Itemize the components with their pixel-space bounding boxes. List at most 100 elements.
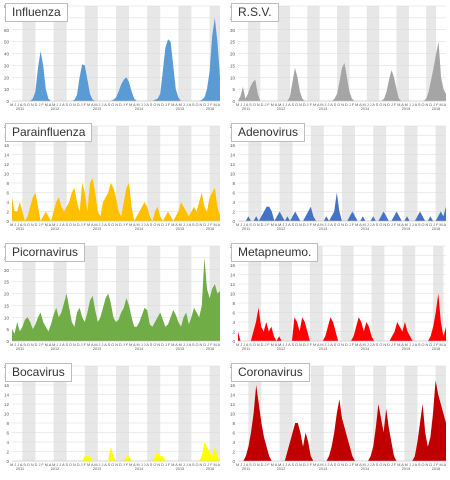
y-tick-label: 60: [4, 28, 10, 33]
x-year-label: 2012: [277, 107, 285, 111]
x-year-label: 2011: [242, 227, 250, 231]
y-tick-label: 20: [4, 292, 10, 297]
x-year-label: 2011: [16, 107, 24, 111]
x-year-label: 2014: [361, 227, 369, 231]
series-area: [12, 257, 220, 341]
y-tick-label: 25: [4, 280, 10, 285]
series-area: [238, 41, 446, 101]
x-year-label: 2014: [135, 347, 143, 351]
x-year-label: 2013: [319, 227, 327, 231]
y-tick-label: 16: [230, 263, 236, 268]
y-tick-label: 14: [230, 273, 236, 278]
x-year-label: 2015: [176, 467, 184, 471]
x-year-label: 2012: [277, 227, 285, 231]
y-tick-label: 12: [4, 162, 10, 167]
y-tick-label: 0: [6, 99, 9, 104]
y-tick-label: 6: [232, 431, 235, 436]
x-year-label: 2011: [16, 227, 24, 231]
x-year-label: 2012: [51, 467, 59, 471]
y-tick-label: 25: [230, 40, 236, 45]
y-tick-label: 12: [4, 402, 10, 407]
y-tick-label: 4: [6, 200, 9, 205]
chart-title-parainfluenza: Parainfluenza: [5, 123, 93, 142]
y-tick-label: 6: [6, 431, 9, 436]
x-month-labels: M J J A S O N D J F M A M J J A S O N D …: [10, 103, 221, 107]
x-year-label: 2011: [16, 347, 24, 351]
y-tick-label: 16: [4, 143, 10, 148]
chart-rsv: 0510152025303540M J J A S O N D J F M A …: [230, 4, 447, 111]
x-year-label: 2015: [402, 227, 410, 231]
x-year-label: 2016: [206, 347, 214, 351]
panel-bocavirus: 02468101214161820M J J A S O N D J F M A…: [0, 360, 224, 480]
x-year-label: 2011: [242, 467, 250, 471]
series-area: [238, 380, 446, 461]
x-year-label: 2016: [432, 467, 440, 471]
x-year-label: 2012: [51, 107, 59, 111]
x-year-label: 2013: [319, 107, 327, 111]
y-tick-label: 0: [232, 459, 235, 464]
x-year-label: 2015: [176, 227, 184, 231]
x-year-label: 2011: [16, 467, 24, 471]
y-tick-label: 10: [230, 75, 236, 80]
y-tick-label: 30: [4, 63, 10, 68]
chart-title-influenza: Influenza: [5, 3, 68, 22]
x-month-labels: M J J A S O N D J F M A M J J A S O N D …: [236, 463, 447, 467]
x-year-label: 2014: [361, 467, 369, 471]
chart-title-picornavirus: Picornavirus: [5, 243, 86, 262]
y-tick-label: 2: [232, 450, 235, 455]
y-tick-label: 2: [6, 450, 9, 455]
y-tick-label: 0: [6, 339, 9, 344]
x-year-label: 2015: [402, 347, 410, 351]
y-tick-label: 14: [4, 153, 10, 158]
y-tick-label: 10: [4, 172, 10, 177]
x-month-labels: M J J A S O N D J F M A M J J A S O N D …: [10, 463, 221, 467]
y-tick-label: 10: [4, 412, 10, 417]
x-year-label: 2015: [402, 467, 410, 471]
x-year-label: 2014: [135, 107, 143, 111]
series-area: [12, 17, 220, 102]
chart-adenovirus: 02468101214161820M J J A S O N D J F M A…: [230, 124, 447, 231]
x-year-label: 2016: [206, 467, 214, 471]
y-tick-label: 16: [4, 383, 10, 388]
x-year-label: 2015: [402, 107, 410, 111]
y-tick-label: 40: [4, 52, 10, 57]
chart-title-rsv: R.S.V.: [231, 3, 279, 22]
y-tick-label: 0: [232, 339, 235, 344]
x-year-label: 2012: [277, 467, 285, 471]
y-tick-label: 10: [4, 315, 10, 320]
panel-metapneumo: 02468101214161820M J J A S O N D J F M A…: [226, 240, 450, 360]
x-year-label: 2013: [93, 467, 101, 471]
y-tick-label: 10: [230, 412, 236, 417]
y-tick-label: 5: [6, 327, 9, 332]
y-tick-label: 10: [230, 292, 236, 297]
x-year-label: 2016: [432, 107, 440, 111]
chart-title-bocavirus: Bocavirus: [5, 363, 72, 382]
y-tick-label: 12: [230, 162, 236, 167]
x-year-label: 2012: [51, 347, 59, 351]
y-tick-label: 10: [230, 172, 236, 177]
y-tick-label: 16: [230, 143, 236, 148]
x-year-label: 2013: [319, 467, 327, 471]
y-tick-label: 4: [232, 440, 235, 445]
y-tick-label: 8: [6, 421, 9, 426]
y-tick-label: 50: [4, 40, 10, 45]
y-tick-label: 2: [6, 210, 9, 215]
y-tick-label: 2: [232, 330, 235, 335]
y-tick-label: 20: [230, 52, 236, 57]
y-tick-label: 8: [232, 301, 235, 306]
x-year-label: 2014: [361, 107, 369, 111]
chart-influenza: 01020304050607080M J J A S O N D J F M A…: [4, 4, 221, 111]
y-tick-label: 4: [232, 200, 235, 205]
y-tick-label: 8: [232, 421, 235, 426]
x-year-label: 2011: [242, 347, 250, 351]
x-year-label: 2013: [93, 347, 101, 351]
y-tick-label: 6: [6, 191, 9, 196]
x-year-label: 2014: [135, 467, 143, 471]
chart-title-adenovirus: Adenovirus: [231, 123, 306, 142]
y-tick-label: 0: [6, 459, 9, 464]
series-area: [238, 293, 446, 341]
y-tick-label: 4: [232, 320, 235, 325]
x-month-labels: M J J A S O N D J F M A M J J A S O N D …: [236, 343, 447, 347]
chart-title-coronavirus: Coronavirus: [231, 363, 310, 382]
chart-picornavirus: 0510152025303540M J J A S O N D J F M A …: [4, 244, 221, 351]
